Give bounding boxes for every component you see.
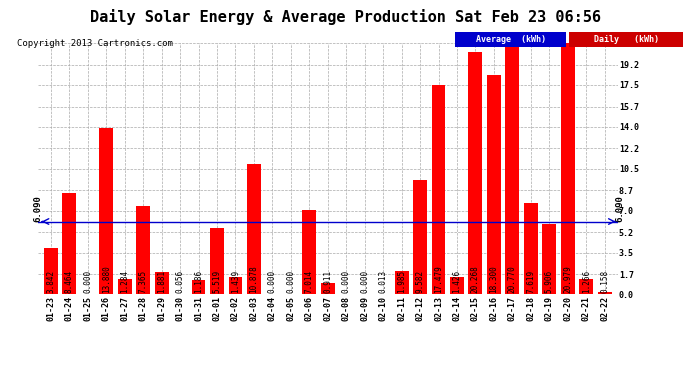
- Bar: [598, 292, 611, 294]
- Text: 18.300: 18.300: [489, 266, 498, 293]
- Text: 1.881: 1.881: [157, 270, 166, 293]
- Text: 9.582: 9.582: [415, 270, 424, 293]
- Bar: [395, 271, 408, 294]
- Text: 7.619: 7.619: [526, 270, 535, 293]
- Text: 7.365: 7.365: [139, 270, 148, 293]
- Text: 1.426: 1.426: [453, 270, 462, 293]
- Text: 3.842: 3.842: [46, 270, 55, 293]
- Text: 8.464: 8.464: [65, 270, 74, 293]
- Text: 6.090: 6.090: [33, 195, 42, 222]
- Bar: [413, 180, 427, 294]
- Bar: [524, 203, 538, 294]
- Text: 0.000: 0.000: [342, 270, 351, 293]
- Text: 1.186: 1.186: [194, 270, 203, 293]
- Text: 17.479: 17.479: [434, 266, 443, 293]
- Text: 1.266: 1.266: [582, 270, 591, 293]
- Text: 0.013: 0.013: [379, 270, 388, 293]
- Text: 20.770: 20.770: [508, 266, 517, 293]
- Bar: [469, 52, 482, 294]
- Text: 0.000: 0.000: [360, 270, 369, 293]
- Bar: [487, 75, 501, 294]
- Bar: [62, 193, 77, 294]
- Bar: [247, 164, 261, 294]
- Text: 0.158: 0.158: [600, 270, 609, 293]
- Text: 1.985: 1.985: [397, 270, 406, 293]
- Bar: [505, 46, 520, 294]
- Bar: [99, 128, 113, 294]
- Text: 10.878: 10.878: [249, 266, 259, 293]
- Bar: [542, 224, 556, 294]
- Bar: [450, 278, 464, 294]
- Text: 20.268: 20.268: [471, 266, 480, 293]
- Text: Daily   (kWh): Daily (kWh): [593, 35, 659, 44]
- Text: 0.056: 0.056: [175, 270, 185, 293]
- Text: 0.911: 0.911: [323, 270, 333, 293]
- Text: 0.000: 0.000: [83, 270, 92, 293]
- Bar: [321, 284, 335, 294]
- Text: 13.880: 13.880: [101, 266, 111, 293]
- Bar: [561, 44, 575, 294]
- Bar: [431, 85, 446, 294]
- Text: 5.906: 5.906: [544, 270, 554, 293]
- Text: 0.000: 0.000: [286, 270, 295, 293]
- Text: Daily Solar Energy & Average Production Sat Feb 23 06:56: Daily Solar Energy & Average Production …: [90, 9, 600, 26]
- Bar: [155, 272, 168, 294]
- Text: Average  (kWh): Average (kWh): [475, 35, 546, 44]
- Text: 20.979: 20.979: [563, 266, 572, 293]
- Bar: [228, 277, 242, 294]
- Text: 1.284: 1.284: [120, 270, 129, 293]
- Bar: [44, 248, 58, 294]
- Text: 0.000: 0.000: [268, 270, 277, 293]
- Text: 1.439: 1.439: [231, 270, 240, 293]
- Text: 5.519: 5.519: [213, 270, 221, 293]
- Bar: [302, 210, 316, 294]
- Bar: [192, 280, 206, 294]
- Bar: [136, 206, 150, 294]
- Bar: [118, 279, 132, 294]
- Text: 6.090: 6.090: [615, 195, 624, 222]
- Text: Copyright 2013 Cartronics.com: Copyright 2013 Cartronics.com: [17, 39, 173, 48]
- Bar: [210, 228, 224, 294]
- Bar: [579, 279, 593, 294]
- Text: 7.014: 7.014: [305, 270, 314, 293]
